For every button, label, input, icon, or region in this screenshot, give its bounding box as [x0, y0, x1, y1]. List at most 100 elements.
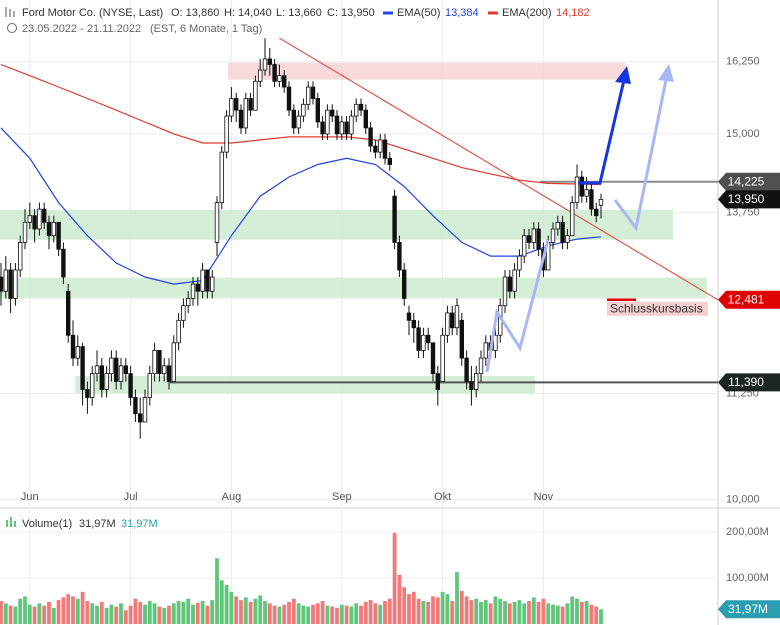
y-tick-label: 10,000 — [726, 494, 760, 506]
candle-body — [584, 189, 589, 197]
ema-line — [0, 127, 602, 285]
arrow-head — [615, 66, 631, 84]
candle-body — [440, 334, 445, 382]
volume-bar — [224, 584, 229, 624]
candle-body — [560, 221, 565, 243]
volume-name: Volume(1) — [22, 518, 72, 530]
candle-body — [142, 397, 148, 423]
volume-bar — [373, 603, 378, 624]
volume-bar — [80, 591, 85, 624]
candle-body — [305, 86, 311, 105]
candle-body — [181, 305, 186, 321]
volume-bar — [42, 605, 47, 624]
note-box — [607, 301, 708, 316]
candle-body — [522, 235, 527, 257]
volume-bar — [320, 601, 325, 624]
volume-bar — [555, 605, 560, 624]
volume-bar — [575, 598, 579, 624]
volume-bar — [599, 609, 603, 624]
volume-bar — [546, 603, 551, 624]
candle-body — [517, 255, 522, 271]
candle-body — [61, 248, 66, 278]
candle-body — [320, 121, 325, 135]
candle-body — [190, 283, 196, 299]
volume-bar — [90, 603, 95, 624]
y-tick-label: 200,00M — [726, 526, 769, 538]
volume-bar — [104, 607, 109, 624]
candle-body — [526, 235, 532, 243]
volume-bar — [296, 603, 301, 624]
clock-icon — [7, 23, 17, 33]
candle-body — [363, 109, 368, 129]
volume-bar — [387, 598, 392, 624]
volume-bar — [493, 596, 498, 624]
volume-bar — [128, 605, 133, 624]
x-tick-label: Jul — [124, 491, 138, 503]
volume-bar — [498, 598, 503, 624]
candle-body — [157, 350, 162, 375]
volume-plot — [0, 532, 603, 624]
candle-body — [435, 373, 440, 390]
volume-bar — [560, 606, 565, 624]
legend-value: 13,384 — [445, 7, 479, 19]
price-tag: 11,390 — [718, 373, 780, 392]
candle-body — [594, 208, 599, 217]
tag-label: 14,225 — [728, 174, 765, 188]
candle-body — [565, 235, 570, 243]
candle-body — [243, 98, 248, 129]
volume-value: 31,97M — [121, 518, 158, 530]
volume-bar — [85, 601, 90, 624]
open-label: O: 13,860 — [171, 7, 219, 19]
volume-bar — [464, 596, 469, 624]
volume-bar — [311, 604, 315, 624]
volume-bar — [402, 587, 407, 624]
volume-bar — [522, 603, 527, 624]
overlay: 14,225 13,950 12,481 Schlusskursbasis 11,390… — [485, 64, 780, 619]
price-tag: 12,481 — [718, 290, 780, 309]
volume-bar — [61, 597, 66, 624]
candle-body — [291, 109, 296, 129]
volume-bar — [330, 606, 335, 624]
candle-body — [387, 157, 392, 165]
volume-bar — [171, 603, 176, 624]
candle-body — [579, 176, 584, 197]
candle-body — [421, 334, 426, 351]
candle-body — [219, 151, 224, 204]
volume-bar — [541, 598, 546, 624]
candle-body — [464, 357, 469, 382]
volume-bar — [75, 598, 80, 624]
volume-bar — [579, 601, 584, 624]
volume-bar — [47, 601, 51, 624]
volume-bar — [229, 591, 234, 624]
volume-bar — [56, 600, 61, 624]
volume-bar — [570, 596, 575, 624]
volume-bar — [474, 598, 479, 624]
candle-body — [459, 319, 464, 359]
volume-bar — [354, 603, 359, 624]
volume-icon — [6, 520, 8, 527]
volume-bar — [421, 601, 426, 624]
volume-bar — [517, 600, 522, 624]
volume-bar — [301, 605, 306, 624]
candle-body — [13, 269, 18, 299]
volume-bar — [291, 598, 296, 624]
candle-body — [296, 115, 301, 129]
candle-body — [344, 121, 349, 135]
candle-body — [66, 290, 71, 336]
volume-bar — [219, 580, 224, 624]
volume-bar — [133, 598, 138, 624]
candle-body — [104, 373, 109, 390]
legend-name: EMA(50) — [397, 7, 440, 19]
volume-bar — [527, 601, 531, 624]
volume-bar — [469, 600, 474, 624]
candle-body — [397, 242, 402, 271]
tag-label: 13,950 — [728, 192, 765, 206]
price-tag: 14,225 — [718, 172, 780, 191]
volume-bar — [407, 594, 411, 624]
volume-bar — [248, 601, 253, 624]
candle-body — [329, 109, 335, 117]
volume-bar — [383, 601, 387, 624]
tag-box — [718, 290, 780, 309]
candle-body — [233, 98, 239, 111]
